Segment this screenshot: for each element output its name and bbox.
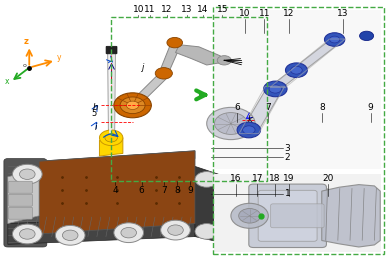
- Circle shape: [105, 134, 117, 142]
- Text: 2: 2: [285, 153, 290, 162]
- Circle shape: [20, 229, 35, 239]
- Circle shape: [62, 230, 78, 240]
- Text: 9: 9: [368, 103, 373, 112]
- Text: 13: 13: [337, 9, 349, 18]
- Circle shape: [215, 113, 247, 134]
- Text: i: i: [94, 123, 97, 132]
- Circle shape: [12, 224, 42, 244]
- Circle shape: [126, 101, 139, 109]
- Text: 11: 11: [144, 5, 156, 14]
- Polygon shape: [39, 151, 195, 234]
- FancyBboxPatch shape: [258, 190, 317, 241]
- Text: j: j: [142, 63, 144, 72]
- Polygon shape: [109, 52, 112, 138]
- Circle shape: [161, 220, 190, 240]
- Circle shape: [114, 223, 144, 243]
- Text: 20: 20: [322, 174, 333, 183]
- Text: 8: 8: [175, 186, 180, 195]
- Text: 5: 5: [92, 109, 97, 118]
- Text: 19: 19: [283, 174, 294, 183]
- Text: 1: 1: [285, 189, 291, 198]
- Circle shape: [114, 93, 151, 118]
- Circle shape: [291, 66, 302, 74]
- Text: 3: 3: [285, 144, 291, 153]
- Circle shape: [243, 126, 255, 134]
- Circle shape: [155, 68, 172, 79]
- Text: 13: 13: [181, 5, 193, 14]
- Circle shape: [167, 37, 183, 48]
- Text: 11: 11: [259, 9, 270, 18]
- Circle shape: [20, 169, 35, 179]
- Circle shape: [231, 203, 268, 228]
- Text: z: z: [24, 37, 29, 46]
- Circle shape: [330, 36, 340, 43]
- Circle shape: [237, 122, 261, 138]
- Polygon shape: [8, 161, 39, 242]
- Text: 16: 16: [230, 174, 241, 183]
- FancyBboxPatch shape: [9, 194, 32, 206]
- Text: 7: 7: [266, 103, 271, 112]
- Text: 10: 10: [239, 9, 251, 18]
- FancyBboxPatch shape: [9, 181, 32, 193]
- FancyBboxPatch shape: [106, 46, 117, 54]
- Text: h: h: [93, 103, 98, 112]
- Circle shape: [269, 85, 282, 93]
- Circle shape: [195, 224, 218, 239]
- Polygon shape: [8, 169, 39, 224]
- Circle shape: [168, 225, 183, 235]
- Circle shape: [121, 228, 136, 238]
- Text: 12: 12: [161, 5, 173, 14]
- Polygon shape: [176, 45, 222, 65]
- Circle shape: [12, 164, 42, 184]
- Circle shape: [207, 107, 255, 140]
- Text: k: k: [248, 115, 253, 124]
- Polygon shape: [8, 216, 195, 244]
- Text: 6: 6: [139, 186, 144, 195]
- Text: 18: 18: [269, 174, 281, 183]
- Circle shape: [217, 56, 231, 65]
- Circle shape: [264, 81, 287, 97]
- FancyBboxPatch shape: [271, 204, 324, 228]
- Polygon shape: [160, 42, 181, 73]
- Text: 7: 7: [161, 186, 167, 195]
- Polygon shape: [271, 40, 343, 86]
- Circle shape: [360, 31, 374, 41]
- Polygon shape: [132, 73, 170, 103]
- Circle shape: [285, 63, 307, 77]
- Text: 14: 14: [197, 5, 209, 14]
- Circle shape: [55, 225, 85, 245]
- FancyBboxPatch shape: [214, 174, 381, 252]
- Text: 6: 6: [234, 103, 240, 112]
- Text: 12: 12: [283, 9, 294, 18]
- FancyBboxPatch shape: [249, 184, 326, 248]
- Circle shape: [99, 130, 123, 146]
- Text: 8: 8: [319, 103, 324, 112]
- Text: 15: 15: [216, 5, 228, 14]
- FancyBboxPatch shape: [214, 10, 381, 169]
- Polygon shape: [39, 151, 195, 169]
- Text: 4: 4: [113, 186, 118, 195]
- Text: x: x: [5, 77, 10, 86]
- Circle shape: [324, 33, 345, 46]
- Text: o: o: [22, 63, 26, 68]
- Polygon shape: [322, 185, 380, 247]
- Circle shape: [239, 209, 261, 223]
- FancyBboxPatch shape: [9, 207, 32, 219]
- Polygon shape: [195, 166, 218, 242]
- Text: 17: 17: [252, 174, 263, 183]
- Circle shape: [120, 97, 145, 114]
- Circle shape: [195, 172, 218, 187]
- Text: 9: 9: [188, 186, 193, 195]
- Text: y: y: [57, 53, 61, 62]
- FancyBboxPatch shape: [4, 159, 47, 247]
- Polygon shape: [240, 87, 284, 133]
- Polygon shape: [108, 52, 115, 138]
- Polygon shape: [99, 138, 123, 156]
- Text: 10: 10: [133, 5, 144, 14]
